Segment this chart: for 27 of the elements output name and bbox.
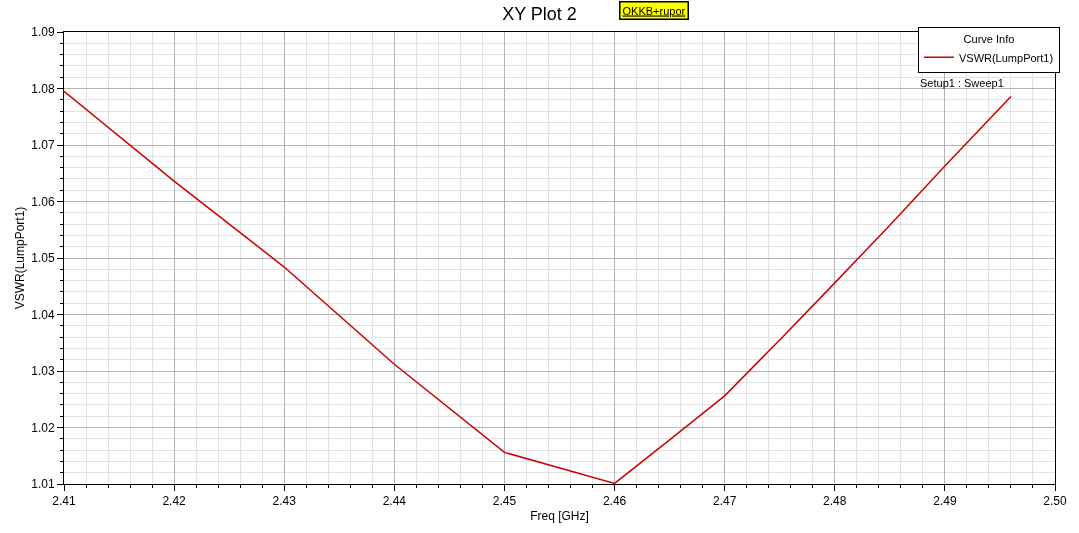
annotation: Setup1 : Sweep1: [920, 77, 1004, 89]
y-tick-label: 1.04: [31, 307, 55, 322]
x-tick-label: 2.46: [602, 494, 627, 509]
y-tick-label: 1.07: [31, 138, 55, 153]
legend-title: Curve Info: [963, 32, 1015, 45]
y-tick-label: 1.09: [31, 25, 55, 40]
x-tick-label: 2.43: [272, 494, 297, 509]
x-tick-label: 2.42: [162, 494, 187, 509]
chart-subtitle: OKKB+rupor: [622, 4, 686, 17]
x-tick-label: 2.45: [492, 494, 517, 509]
y-axis-title: VSWR(LumpPort1): [12, 206, 27, 310]
y-tick-label: 1.05: [31, 251, 55, 266]
x-tick-label: 2.44: [382, 494, 407, 509]
line-series: [64, 90, 1012, 484]
y-tick-label: 1.08: [31, 81, 55, 96]
chart-title: XY Plot 2: [502, 3, 577, 24]
x-tick-label: 2.48: [823, 494, 847, 509]
y-tick-label: 1.01: [31, 477, 55, 492]
y-tick-label: 1.03: [31, 364, 55, 379]
x-axis-title: Freq [GHz]: [530, 509, 589, 524]
x-tick-label: 2.49: [933, 494, 957, 509]
x-tick-label: 2.41: [52, 494, 76, 509]
y-tick-label: 1.02: [31, 420, 55, 435]
legend-label: VSWR(LumpPort1): [958, 51, 1054, 64]
y-tick-label: 1.06: [31, 194, 55, 209]
x-tick-label: 2.50: [1043, 494, 1067, 509]
x-tick-label: 2.47: [712, 494, 737, 509]
